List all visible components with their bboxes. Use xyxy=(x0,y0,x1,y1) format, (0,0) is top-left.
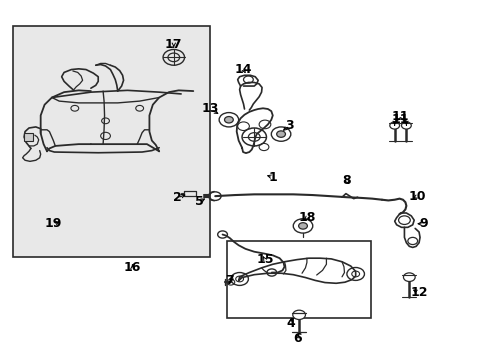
Text: 10: 10 xyxy=(408,190,426,203)
Circle shape xyxy=(389,122,399,129)
Text: 1: 1 xyxy=(268,171,277,184)
Text: 7: 7 xyxy=(225,274,234,287)
Text: 9: 9 xyxy=(419,217,427,230)
Text: 5: 5 xyxy=(195,195,203,208)
Text: 14: 14 xyxy=(234,63,252,76)
Text: 2: 2 xyxy=(172,192,181,204)
Circle shape xyxy=(276,131,285,137)
Text: 18: 18 xyxy=(298,211,315,224)
Text: 11: 11 xyxy=(391,113,408,126)
Circle shape xyxy=(403,273,414,282)
Text: 6: 6 xyxy=(292,332,301,345)
Text: 3: 3 xyxy=(285,119,293,132)
Text: 4: 4 xyxy=(286,317,295,330)
Circle shape xyxy=(298,223,307,229)
Circle shape xyxy=(401,122,410,129)
Bar xyxy=(227,241,370,318)
Text: 12: 12 xyxy=(409,287,427,300)
Text: 13: 13 xyxy=(201,103,219,116)
Text: 15: 15 xyxy=(256,253,273,266)
Text: 16: 16 xyxy=(123,261,141,274)
Text: 8: 8 xyxy=(342,174,350,187)
Circle shape xyxy=(292,310,305,319)
Text: 11: 11 xyxy=(391,110,408,123)
Text: 17: 17 xyxy=(165,38,182,51)
Bar xyxy=(24,134,33,141)
Circle shape xyxy=(224,117,233,123)
Bar xyxy=(13,26,210,257)
Text: 19: 19 xyxy=(44,217,62,230)
